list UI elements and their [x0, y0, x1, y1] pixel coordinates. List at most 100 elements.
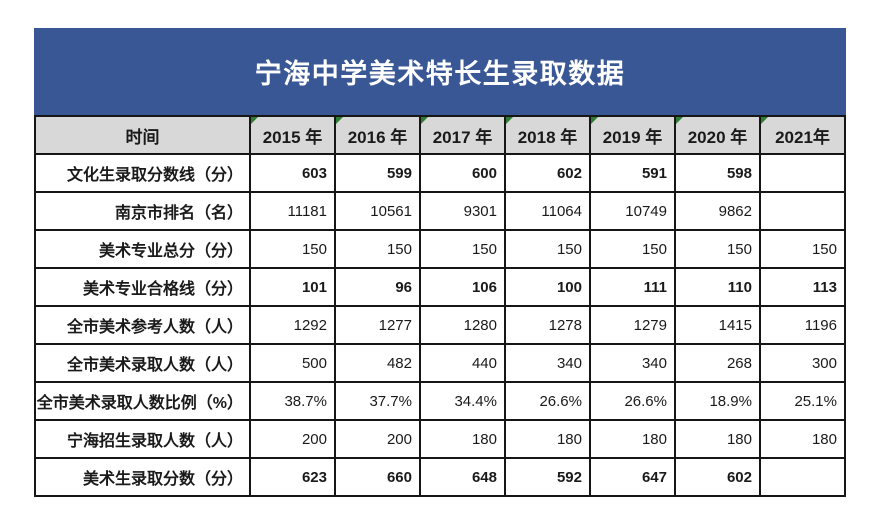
- excel-error-indicator-icon: [592, 118, 598, 124]
- table-row: 文化生录取分数线（分） 603 599 600 602 591 598: [34, 153, 846, 193]
- value-cell: 603: [249, 153, 336, 193]
- value-cell: 1279: [589, 305, 676, 345]
- header-cell-year-2017: 2017 年: [419, 115, 506, 155]
- value-cell: 602: [504, 153, 591, 193]
- value-cell: 180: [589, 419, 676, 459]
- value-cell: 111: [589, 267, 676, 307]
- table-row: 宁海招生录取人数（人） 200 200 180 180 180 180 180: [34, 419, 846, 459]
- value-cell: 38.7%: [249, 381, 336, 421]
- value-cell: 340: [589, 343, 676, 383]
- header-cell-time: 时间: [34, 115, 251, 155]
- value-cell: 1196: [759, 305, 846, 345]
- value-cell: 18.9%: [674, 381, 761, 421]
- value-cell: 9862: [674, 191, 761, 231]
- value-cell: 106: [419, 267, 506, 307]
- row-label: 南京市排名（名）: [34, 191, 251, 231]
- value-cell: 592: [504, 457, 591, 497]
- value-cell: 1292: [249, 305, 336, 345]
- excel-error-indicator-icon: [507, 118, 513, 124]
- value-cell: 150: [334, 229, 421, 269]
- header-cell-year-2020: 2020 年: [674, 115, 761, 155]
- year-header-label: 2020 年: [687, 127, 748, 147]
- table-row: 美术专业总分（分） 150 150 150 150 150 150 150: [34, 229, 846, 269]
- year-header-label: 2015 年: [262, 127, 323, 147]
- header-cell-year-2015: 2015 年: [249, 115, 336, 155]
- value-cell: 647: [589, 457, 676, 497]
- value-cell: 150: [759, 229, 846, 269]
- value-cell: 599: [334, 153, 421, 193]
- table-row: 全市美术参考人数（人） 1292 1277 1280 1278 1279 1415 1196: [34, 305, 846, 345]
- value-cell: 268: [674, 343, 761, 383]
- page-title: 宁海中学美术特长生录取数据: [254, 59, 626, 89]
- value-cell: 600: [419, 153, 506, 193]
- value-cell: 1277: [334, 305, 421, 345]
- table-row: 南京市排名（名） 11181 10561 9301 11064 10749 9862: [34, 191, 846, 231]
- excel-error-indicator-icon: [422, 118, 428, 124]
- year-header-label: 2018 年: [517, 127, 578, 147]
- value-cell: 340: [504, 343, 591, 383]
- excel-error-indicator-icon: [677, 118, 683, 124]
- value-cell: [759, 153, 846, 193]
- header-cell-year-2018: 2018 年: [504, 115, 591, 155]
- value-cell: 591: [589, 153, 676, 193]
- value-cell: 200: [249, 419, 336, 459]
- row-label: 文化生录取分数线（分）: [34, 153, 251, 193]
- year-header-label: 2021年: [775, 127, 830, 147]
- value-cell: 180: [419, 419, 506, 459]
- value-cell: 100: [504, 267, 591, 307]
- value-cell: 11064: [504, 191, 591, 231]
- value-cell: 101: [249, 267, 336, 307]
- value-cell: 10561: [334, 191, 421, 231]
- table-row: 美术生录取分数（分） 623 660 648 592 647 602: [34, 457, 846, 497]
- excel-error-indicator-icon: [337, 118, 343, 124]
- value-cell: 96: [334, 267, 421, 307]
- header-cell-year-2016: 2016 年: [334, 115, 421, 155]
- value-cell: 500: [249, 343, 336, 383]
- value-cell: 34.4%: [419, 381, 506, 421]
- row-label: 宁海招生录取人数（人）: [34, 419, 251, 459]
- table-row: 美术专业合格线（分） 101 96 106 100 111 110 113: [34, 267, 846, 307]
- value-cell: 37.7%: [334, 381, 421, 421]
- value-cell: 180: [759, 419, 846, 459]
- value-cell: 11181: [249, 191, 336, 231]
- value-cell: 10749: [589, 191, 676, 231]
- title-banner: 宁海中学美术特长生录取数据: [34, 28, 846, 115]
- value-cell: 113: [759, 267, 846, 307]
- page: 宁海中学美术特长生录取数据 时间 2015 年 2016 年 2017 年 2018 …: [34, 28, 846, 497]
- header-cell-year-2019: 2019 年: [589, 115, 676, 155]
- value-cell: 150: [589, 229, 676, 269]
- value-cell: 602: [674, 457, 761, 497]
- header-row: 时间 2015 年 2016 年 2017 年 2018 年 2019 年 2020 年 2…: [34, 115, 846, 155]
- value-cell: 1415: [674, 305, 761, 345]
- row-label: 美术生录取分数（分）: [34, 457, 251, 497]
- value-cell: 180: [674, 419, 761, 459]
- row-label: 全市美术录取人数比例（%）: [34, 381, 251, 421]
- value-cell: 180: [504, 419, 591, 459]
- value-cell: 1280: [419, 305, 506, 345]
- row-label: 全市美术参考人数（人）: [34, 305, 251, 345]
- value-cell: 482: [334, 343, 421, 383]
- value-cell: 200: [334, 419, 421, 459]
- admission-data-table: 时间 2015 年 2016 年 2017 年 2018 年 2019 年 2020 年 2…: [34, 115, 846, 497]
- value-cell: 25.1%: [759, 381, 846, 421]
- table-body: 文化生录取分数线（分） 603 599 600 602 591 598 南京市排名（名） 111…: [34, 153, 846, 497]
- value-cell: 660: [334, 457, 421, 497]
- value-cell: 150: [504, 229, 591, 269]
- header-cell-year-2021: 2021年: [759, 115, 846, 155]
- value-cell: 150: [249, 229, 336, 269]
- value-cell: [759, 457, 846, 497]
- row-label: 美术专业总分（分）: [34, 229, 251, 269]
- value-cell: 110: [674, 267, 761, 307]
- value-cell: 150: [419, 229, 506, 269]
- value-cell: 623: [249, 457, 336, 497]
- value-cell: 26.6%: [589, 381, 676, 421]
- value-cell: 300: [759, 343, 846, 383]
- row-label: 美术专业合格线（分）: [34, 267, 251, 307]
- value-cell: 9301: [419, 191, 506, 231]
- value-cell: 598: [674, 153, 761, 193]
- excel-error-indicator-icon: [252, 118, 258, 124]
- value-cell: 150: [674, 229, 761, 269]
- table-row: 全市美术录取人数（人） 500 482 440 340 340 268 300: [34, 343, 846, 383]
- value-cell: 440: [419, 343, 506, 383]
- value-cell: 1278: [504, 305, 591, 345]
